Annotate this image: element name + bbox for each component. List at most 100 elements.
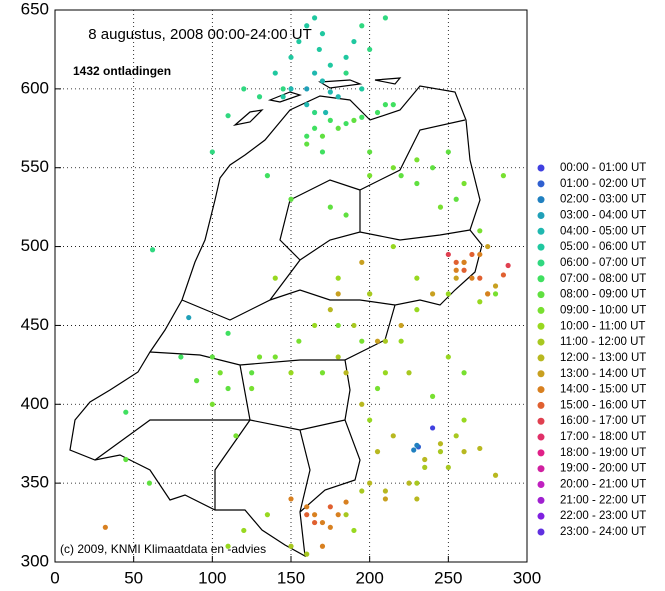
lightning-strike: [335, 291, 341, 297]
legend-label: 16:00 - 17:00 UT: [560, 415, 646, 427]
lightning-strike: [453, 433, 459, 439]
legend-label: 01:00 - 02:00 UT: [560, 178, 646, 190]
lightning-strike: [296, 338, 302, 344]
lightning-strike: [327, 117, 333, 123]
legend-label: 09:00 - 10:00 UT: [560, 304, 646, 316]
lightning-strike: [359, 259, 365, 265]
legend-marker: [537, 481, 545, 489]
lightning-strike: [209, 149, 215, 155]
lightning-strike: [327, 62, 333, 68]
legend-label: 11:00 - 12:00 UT: [560, 336, 645, 348]
y-tick-label: 650: [21, 0, 49, 18]
lightning-strike: [477, 275, 483, 281]
legend-label: 14:00 - 15:00 UT: [560, 384, 646, 396]
lightning-strike: [505, 262, 511, 269]
lightning-strike: [445, 464, 451, 470]
lightning-strike: [312, 125, 318, 131]
lightning-strike: [374, 338, 381, 344]
lightning-strike: [323, 109, 329, 116]
lightning-strike: [414, 180, 420, 187]
country-border: [69, 85, 483, 558]
legend-marker: [537, 512, 545, 520]
lightning-strike: [351, 117, 357, 123]
legend-label: 23:00 - 24:00 UT: [560, 526, 646, 538]
lightning-strike: [304, 86, 310, 92]
lightning-strike: [477, 228, 483, 234]
lightning-strike: [367, 149, 373, 155]
lightning-strike: [382, 370, 388, 376]
lightning-strike: [414, 307, 420, 313]
lightning-strike: [335, 275, 341, 281]
lightning-strike: [312, 70, 318, 76]
legend-marker: [537, 211, 545, 219]
lightning-strike: [374, 449, 381, 455]
lightning-strike: [146, 480, 152, 486]
lightning-strike: [288, 543, 294, 549]
lightning-strike: [327, 307, 333, 313]
lightning-strike: [469, 275, 475, 281]
lightning-strike: [343, 212, 349, 218]
lightning-strike: [312, 15, 318, 21]
lightning-strike: [241, 527, 247, 534]
lightning-strike: [477, 299, 483, 305]
lightning-strike: [304, 133, 310, 139]
lightning-strike: [390, 102, 396, 108]
lightning-strike: [485, 243, 491, 250]
lightning-strike: [500, 173, 506, 179]
lightning-strike: [343, 120, 349, 127]
lightning-strike: [319, 133, 326, 139]
legend-label: 10:00 - 11:00 UT: [560, 320, 645, 332]
copyright: (c) 2009, KNMI Klimaatdata en -advies: [60, 542, 266, 556]
lightning-strike: [414, 275, 420, 281]
legend-marker: [537, 401, 545, 409]
lightning-strike: [398, 173, 404, 179]
lightning-strike: [327, 504, 333, 510]
lightning-strike: [319, 519, 326, 526]
lightning-strike: [422, 464, 428, 470]
lightning-strike: [411, 447, 417, 453]
map-outline: [69, 77, 483, 558]
lightning-strike: [288, 370, 294, 376]
lightning-strike: [280, 94, 286, 100]
legend-marker: [537, 243, 545, 251]
lightning-strike: [225, 385, 231, 392]
lightning-strike: [359, 488, 365, 494]
legend-marker: [537, 322, 545, 330]
lightning-strike: [500, 272, 506, 278]
legend-marker: [537, 386, 545, 394]
lightning-strike: [461, 370, 467, 376]
lightning-strike: [343, 70, 349, 76]
lightning-strike: [445, 354, 451, 360]
legend-marker: [537, 370, 545, 378]
strike-count: 1432 ontladingen: [73, 64, 171, 78]
y-tick-label: 450: [21, 315, 49, 334]
lightning-strike: [398, 322, 404, 329]
lightning-strike: [437, 441, 444, 447]
province-border: [94, 119, 471, 513]
legend-label: 13:00 - 14:00 UT: [560, 368, 646, 380]
legend-marker: [537, 180, 545, 188]
lightning-strike: [225, 330, 231, 336]
lightning-strike: [430, 291, 436, 297]
x-tick-label: 150: [277, 568, 305, 587]
lightning-strike: [312, 109, 318, 116]
lightning-strike: [453, 196, 459, 202]
lightning-strike: [319, 543, 326, 549]
legend-marker: [537, 196, 545, 204]
lightning-strike: [461, 259, 467, 265]
lightning-strike: [382, 102, 388, 108]
lightning-strike: [422, 456, 428, 463]
legend-marker: [537, 306, 545, 314]
lightning-strike: [296, 38, 302, 45]
x-tick-label: 50: [124, 568, 143, 587]
legend-label: 08:00 - 09:00 UT: [560, 289, 646, 301]
lightning-strike: [304, 551, 310, 557]
lightning-strike: [304, 23, 310, 29]
lightning-strike: [312, 322, 318, 329]
y-tick-label: 300: [21, 551, 49, 570]
lightning-strike: [445, 251, 451, 258]
lightning-strike: [312, 512, 318, 518]
lightning-strike: [382, 15, 388, 21]
legend-marker: [537, 354, 545, 362]
lightning-strike: [445, 149, 451, 155]
